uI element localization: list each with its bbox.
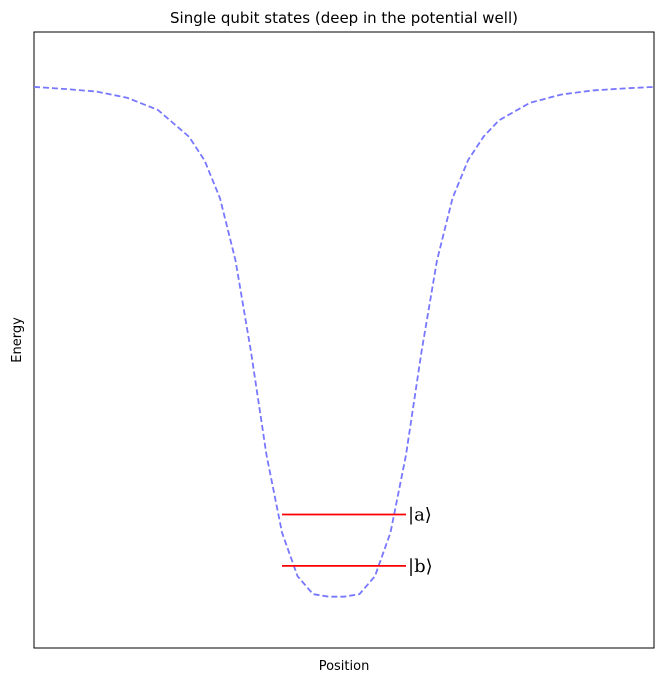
levels-layer: |a⟩ |b⟩: [282, 505, 433, 577]
y-axis-label: Energy: [10, 317, 25, 363]
energy-level-label-1: |b⟩: [408, 556, 433, 577]
plot-frame: [33, 31, 655, 649]
energy-level-label-0: |a⟩: [408, 505, 432, 526]
chart-title: Single qubit states (deep in the potenti…: [170, 9, 518, 27]
potential-curve-0: [33, 86, 655, 598]
series-layer: [33, 86, 655, 598]
x-axis-label: Position: [319, 659, 370, 674]
